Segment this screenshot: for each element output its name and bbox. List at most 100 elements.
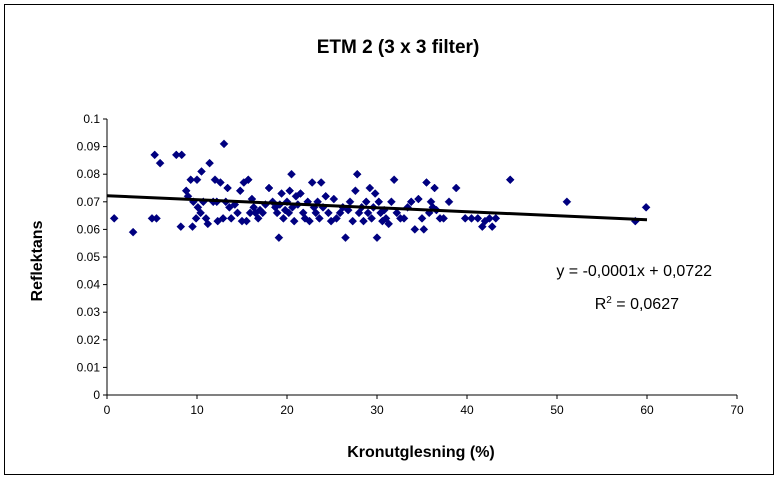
data-point bbox=[505, 175, 515, 185]
data-point bbox=[128, 227, 138, 237]
data-point bbox=[370, 189, 380, 198]
data-point bbox=[279, 214, 288, 223]
data-point bbox=[197, 167, 206, 176]
y-tick-label: 0.05 bbox=[77, 250, 101, 264]
data-point bbox=[109, 214, 119, 223]
data-point bbox=[399, 214, 409, 223]
data-point bbox=[233, 208, 242, 218]
data-point bbox=[216, 178, 225, 187]
data-point bbox=[277, 189, 286, 198]
r-squared-sup: 2 bbox=[606, 295, 612, 306]
x-axis-title: Kronutglesning (%) bbox=[347, 444, 495, 461]
data-point bbox=[219, 139, 229, 149]
y-tick-label: 0.06 bbox=[77, 222, 101, 236]
data-point bbox=[191, 214, 201, 223]
x-tick-label: 70 bbox=[730, 403, 744, 417]
data-point bbox=[242, 216, 251, 226]
y-tick-label: 0 bbox=[93, 388, 100, 402]
data-point bbox=[176, 222, 186, 231]
r-squared-label: R2 = 0,0627 bbox=[595, 295, 679, 313]
data-point bbox=[296, 189, 305, 198]
data-point bbox=[321, 191, 331, 201]
x-tick-label: 40 bbox=[460, 403, 474, 417]
x-tick-label: 10 bbox=[190, 403, 204, 417]
data-point bbox=[329, 194, 339, 204]
data-point bbox=[367, 214, 376, 223]
y-axis-ticks: 0 0.01 0.02 0.03 0.04 0.05 0.06 0.07 0.08 0.09 0.1 bbox=[77, 112, 107, 402]
data-point bbox=[444, 197, 454, 207]
data-point bbox=[372, 233, 382, 243]
x-tick-label: 0 bbox=[104, 403, 111, 417]
chart-title: ETM 2 (3 x 3 filter) bbox=[317, 37, 480, 58]
y-axis-title: Reflektans bbox=[29, 220, 46, 301]
data-point bbox=[451, 183, 461, 193]
data-point bbox=[332, 214, 341, 223]
x-tick-label: 60 bbox=[640, 403, 654, 417]
data-point bbox=[287, 169, 296, 179]
data-point bbox=[410, 225, 420, 234]
data-point bbox=[392, 208, 402, 218]
data-point bbox=[352, 169, 362, 179]
data-point bbox=[417, 214, 427, 223]
data-point bbox=[562, 197, 572, 207]
data-point bbox=[406, 197, 416, 207]
data-point bbox=[253, 214, 263, 223]
data-point bbox=[473, 214, 483, 223]
data-point bbox=[243, 175, 253, 185]
y-tick-label: 0.02 bbox=[77, 333, 101, 347]
data-point bbox=[272, 208, 282, 218]
data-point bbox=[467, 214, 476, 223]
data-point bbox=[389, 175, 399, 185]
data-point bbox=[284, 208, 294, 218]
data-point bbox=[203, 219, 213, 229]
data-point bbox=[422, 178, 431, 187]
data-point bbox=[414, 194, 423, 204]
data-point bbox=[419, 225, 429, 234]
data-point bbox=[192, 175, 202, 185]
scatter-chart: ETM 2 (3 x 3 filter) 0 0.01 0.02 0.03 0.04 0.… bbox=[29, 37, 744, 461]
data-point bbox=[315, 214, 324, 223]
data-point bbox=[311, 208, 321, 218]
data-point bbox=[641, 202, 651, 212]
y-tick-label: 0.04 bbox=[77, 278, 101, 292]
y-tick-label: 0.07 bbox=[77, 195, 101, 209]
y-tick-label: 0.03 bbox=[77, 305, 101, 319]
data-point bbox=[305, 216, 314, 226]
x-tick-label: 20 bbox=[280, 403, 294, 417]
data-point bbox=[218, 214, 228, 223]
data-point bbox=[485, 214, 494, 223]
data-point bbox=[196, 208, 205, 218]
data-point bbox=[374, 197, 384, 207]
data-point bbox=[226, 214, 236, 223]
y-tick-label: 0.1 bbox=[83, 112, 100, 126]
data-points bbox=[109, 139, 651, 243]
data-point bbox=[258, 208, 268, 218]
data-point bbox=[439, 214, 448, 223]
data-point bbox=[223, 183, 232, 193]
data-point bbox=[363, 208, 373, 218]
data-point bbox=[341, 233, 350, 243]
x-tick-label: 50 bbox=[550, 403, 564, 417]
data-point bbox=[351, 186, 360, 196]
data-point bbox=[289, 216, 299, 226]
data-point bbox=[343, 205, 353, 215]
data-point bbox=[491, 214, 501, 223]
data-point bbox=[186, 175, 196, 185]
trendline-equation: y = -0,0001x + 0,0722 bbox=[556, 263, 712, 280]
r-squared-value: = 0,0627 bbox=[612, 296, 679, 313]
data-point bbox=[359, 216, 368, 226]
data-point bbox=[324, 208, 333, 218]
data-point bbox=[274, 233, 284, 243]
data-point bbox=[188, 222, 197, 231]
data-point bbox=[264, 183, 274, 193]
data-point bbox=[430, 183, 439, 193]
data-point bbox=[348, 216, 358, 226]
data-point bbox=[205, 158, 214, 168]
data-point bbox=[150, 150, 160, 160]
y-tick-label: 0.09 bbox=[77, 140, 101, 154]
r-squared-prefix: R bbox=[595, 296, 607, 313]
data-point bbox=[155, 158, 165, 168]
trendline-group bbox=[106, 194, 648, 222]
chart-frame: ETM 2 (3 x 3 filter) 0 0.01 0.02 0.03 0.04 0.… bbox=[4, 4, 774, 475]
x-tick-label: 30 bbox=[370, 403, 384, 417]
